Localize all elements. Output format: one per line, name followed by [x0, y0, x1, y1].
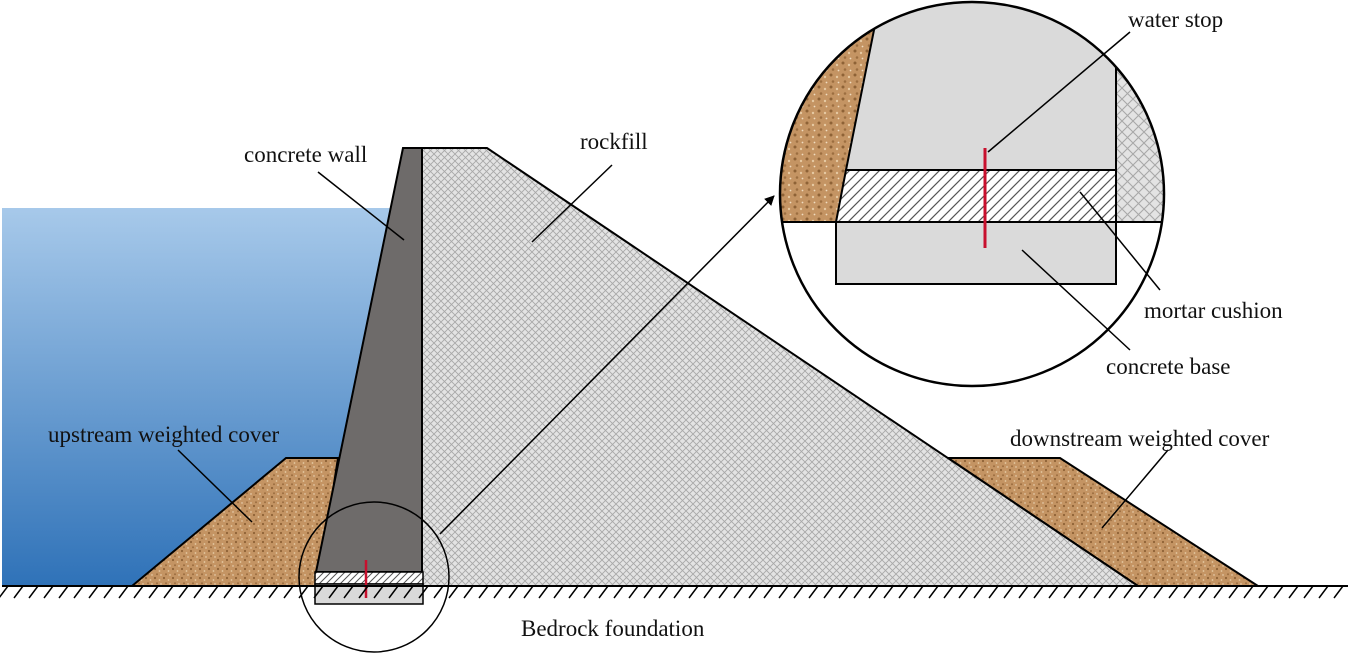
inset-mortar-cushion	[834, 169, 1117, 223]
mortar-cushion-label: mortar cushion	[1144, 298, 1283, 323]
bedrock-label: Bedrock foundation	[521, 616, 705, 641]
downstream-cover-leader	[1101, 449, 1169, 529]
ground-hatching	[0, 585, 1344, 599]
concrete-base-label: concrete base	[1106, 354, 1231, 379]
detail-arrow	[439, 195, 775, 535]
inset-circle	[778, 0, 1166, 388]
concrete-base-leader	[1021, 249, 1131, 351]
water-stop-leader	[987, 31, 1131, 153]
mortar-cushion	[314, 571, 424, 585]
rockfill-label: rockfill	[580, 129, 648, 154]
inset-concrete-wall	[844, 2, 1117, 171]
concrete-wall-leader	[317, 171, 405, 241]
concrete-wall-label: concrete wall	[244, 142, 367, 167]
rockfill-leader	[531, 164, 613, 243]
upstream-cover-label: upstream weighted cover	[48, 422, 280, 447]
inset-detail	[778, 0, 1166, 388]
upstream-cover-leader	[177, 449, 253, 523]
detail-circle	[298, 501, 450, 653]
inset-concrete-base	[835, 221, 1117, 285]
water-stop-label: water stop	[1128, 7, 1223, 32]
mortar-cushion-leader	[1079, 191, 1161, 291]
downstream-cover-label: downstream weighted cover	[1010, 426, 1270, 451]
